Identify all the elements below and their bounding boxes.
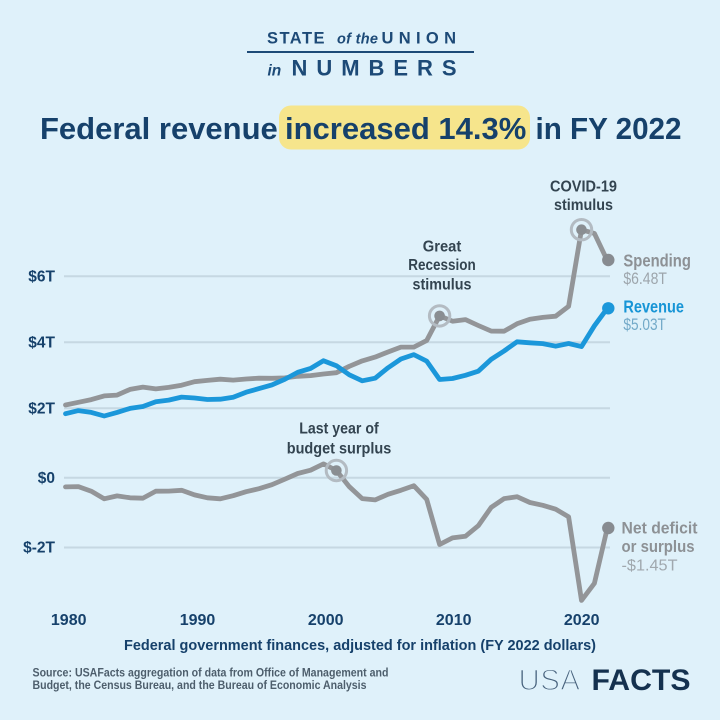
svg-text:UNION: UNION: [382, 30, 457, 48]
svg-text:$-2T: $-2T: [23, 540, 55, 557]
svg-text:Revenue: Revenue: [623, 296, 684, 316]
svg-text:$5.03T: $5.03T: [623, 315, 666, 334]
svg-text:Net deficit: Net deficit: [622, 519, 698, 538]
svg-text:of the: of the: [337, 32, 378, 48]
svg-text:$6.48T: $6.48T: [623, 269, 667, 288]
svg-text:-$1.45T: -$1.45T: [622, 558, 678, 575]
svg-text:stimulus: stimulus: [413, 277, 472, 294]
svg-text:in: in: [268, 63, 282, 80]
svg-text:Spending: Spending: [623, 250, 691, 270]
svg-text:2000: 2000: [308, 612, 344, 629]
svg-text:$2T: $2T: [28, 400, 55, 417]
svg-text:$6T: $6T: [28, 268, 55, 285]
svg-text:NUMBERS: NUMBERS: [292, 56, 457, 81]
svg-text:stimulus: stimulus: [554, 197, 613, 214]
svg-text:Recession: Recession: [408, 257, 476, 274]
svg-text:FACTS: FACTS: [592, 664, 691, 697]
svg-text:COVID-19: COVID-19: [550, 179, 617, 196]
svg-text:1980: 1980: [51, 612, 87, 629]
svg-text:$0: $0: [38, 470, 55, 487]
svg-text:budget surplus: budget surplus: [287, 440, 392, 457]
svg-text:USA: USA: [519, 664, 581, 697]
svg-text:increased 14.3%: increased 14.3%: [285, 111, 526, 146]
svg-text:Federal government finances, a: Federal government finances, adjusted fo…: [124, 637, 596, 654]
svg-text:Federal revenue: Federal revenue: [40, 111, 278, 146]
svg-text:or surplus: or surplus: [622, 537, 695, 556]
svg-text:Budget, the Census Bureau, and: Budget, the Census Bureau, and the Burea…: [33, 680, 367, 692]
svg-text:1990: 1990: [180, 612, 216, 629]
svg-text:Last year of: Last year of: [299, 421, 379, 438]
svg-text:2020: 2020: [564, 612, 600, 629]
svg-text:Great: Great: [423, 239, 462, 256]
svg-text:$4T: $4T: [28, 334, 55, 351]
svg-text:Source: USAFacts aggregation o: Source: USAFacts aggregation of data fro…: [33, 668, 389, 680]
svg-text:in FY 2022: in FY 2022: [536, 111, 682, 146]
svg-text:2010: 2010: [436, 612, 472, 629]
svg-text:STATE: STATE: [267, 30, 325, 48]
